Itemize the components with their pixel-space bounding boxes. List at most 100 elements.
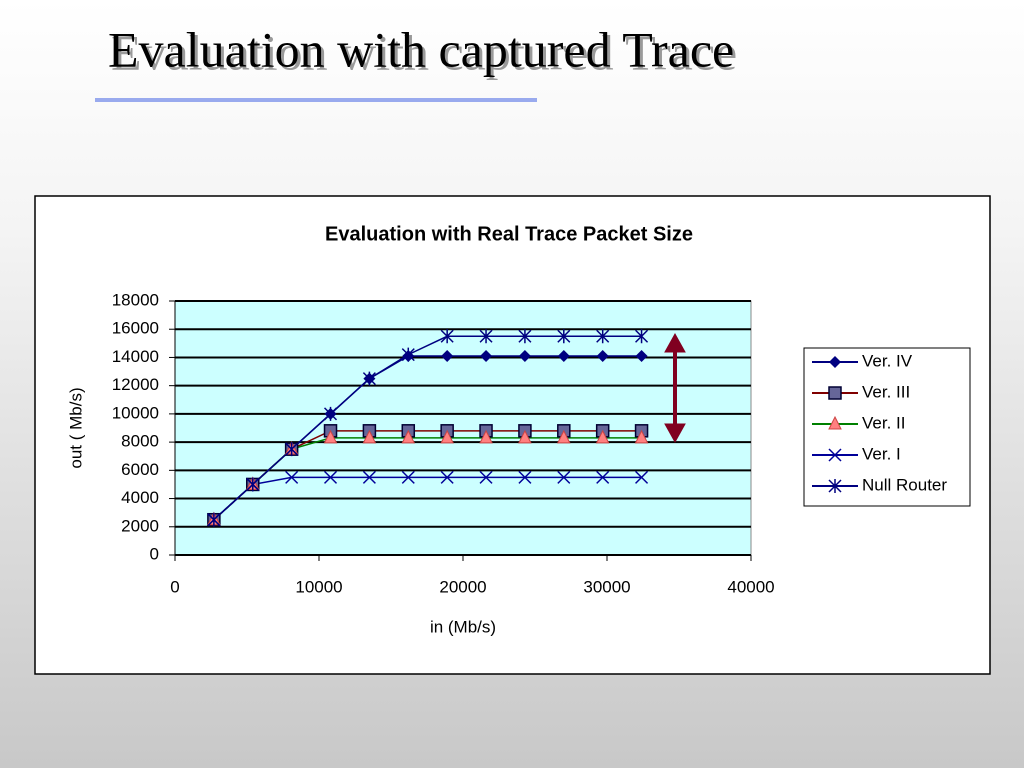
marker-shape — [518, 350, 531, 363]
marker-shape — [479, 329, 493, 344]
data-point — [323, 470, 338, 484]
data-point — [323, 406, 338, 421]
data-point — [557, 329, 571, 344]
legend-marker — [828, 448, 842, 462]
data-point — [207, 512, 221, 527]
marker-shape — [518, 470, 532, 484]
legend-label: Ver. I — [862, 444, 901, 463]
range-arrow — [664, 332, 686, 444]
x-tick-label: 0 — [170, 577, 179, 596]
marker-shape — [323, 470, 338, 484]
legend-marker — [828, 386, 842, 400]
y-tick-label: 14000 — [112, 347, 159, 366]
data-point — [518, 470, 532, 484]
chart-title: Evaluation with Real Trace Packet Size — [325, 223, 693, 245]
plot-area — [174, 300, 752, 556]
marker-shape — [828, 386, 842, 400]
data-point — [634, 429, 649, 444]
marker-shape — [479, 470, 493, 484]
marker-shape — [829, 356, 841, 368]
legend-marker — [828, 479, 842, 493]
marker-shape — [635, 329, 649, 344]
data-point — [401, 429, 416, 444]
data-point — [596, 470, 610, 484]
marker-shape — [323, 429, 338, 444]
marker-shape — [246, 477, 260, 492]
marker-shape — [207, 512, 221, 527]
data-point — [441, 350, 454, 363]
marker-shape — [557, 470, 571, 484]
y-tick-label: 6000 — [121, 460, 159, 479]
x-tick-label: 40000 — [727, 577, 774, 596]
data-point — [479, 429, 493, 444]
legend-label: Ver. II — [862, 413, 905, 432]
marker-shape — [401, 429, 416, 444]
marker-shape — [596, 470, 610, 484]
data-point — [285, 470, 299, 484]
marker-shape — [441, 350, 454, 363]
x-axis-label: in (Mb/s) — [430, 617, 496, 636]
marker-shape — [362, 470, 376, 484]
data-point — [323, 429, 338, 444]
marker-shape — [440, 470, 454, 484]
data-point — [635, 470, 649, 484]
marker-shape — [596, 350, 609, 363]
data-point — [480, 350, 493, 363]
marker-shape — [479, 429, 493, 444]
data-point — [362, 429, 377, 444]
marker-shape — [440, 429, 454, 444]
y-tick-label: 4000 — [121, 488, 159, 507]
y-tick-label: 0 — [150, 544, 159, 563]
marker-shape — [828, 415, 842, 430]
marker-shape — [285, 470, 299, 484]
data-point — [557, 470, 571, 484]
marker-shape — [557, 329, 571, 344]
data-point — [440, 470, 454, 484]
data-point — [285, 442, 299, 457]
marker-shape — [362, 371, 376, 386]
data-point — [596, 350, 609, 363]
data-point — [635, 350, 648, 363]
marker-shape — [596, 329, 610, 344]
legend-marker — [829, 356, 841, 368]
y-axis-label: out ( Mb/s) — [66, 387, 85, 468]
marker-shape — [285, 442, 299, 457]
x-tick-label: 10000 — [295, 577, 342, 596]
legend-label: Ver. III — [862, 382, 910, 401]
x-tick-label: 20000 — [439, 577, 486, 596]
data-point — [401, 470, 415, 484]
arrow-head — [664, 332, 686, 353]
data-point — [635, 329, 649, 344]
data-point — [479, 470, 493, 484]
data-point — [440, 329, 454, 344]
data-point — [362, 470, 376, 484]
data-point — [518, 350, 531, 363]
data-point — [556, 429, 571, 444]
slide-title: Evaluation with captured Trace — [108, 21, 734, 77]
data-point — [479, 329, 493, 344]
y-tick-label: 16000 — [112, 319, 159, 338]
y-tick-label: 18000 — [112, 290, 159, 309]
marker-shape — [635, 350, 648, 363]
marker-shape — [557, 350, 570, 363]
marker-shape — [362, 429, 377, 444]
marker-shape — [401, 347, 415, 362]
x-tick-label: 30000 — [583, 577, 630, 596]
marker-shape — [828, 479, 842, 493]
series-line — [213, 476, 642, 521]
legend-marker — [828, 415, 842, 430]
data-point — [362, 371, 376, 386]
marker-shape — [323, 406, 338, 421]
marker-shape — [440, 329, 454, 344]
y-tick-label: 10000 — [112, 403, 159, 422]
marker-shape — [595, 429, 610, 444]
data-point — [401, 347, 415, 362]
marker-shape — [518, 429, 532, 444]
legend-label: Ver. IV — [862, 351, 913, 370]
arrow-head — [664, 423, 686, 444]
data-point — [596, 329, 610, 344]
data-point — [595, 429, 610, 444]
data-point — [557, 350, 570, 363]
